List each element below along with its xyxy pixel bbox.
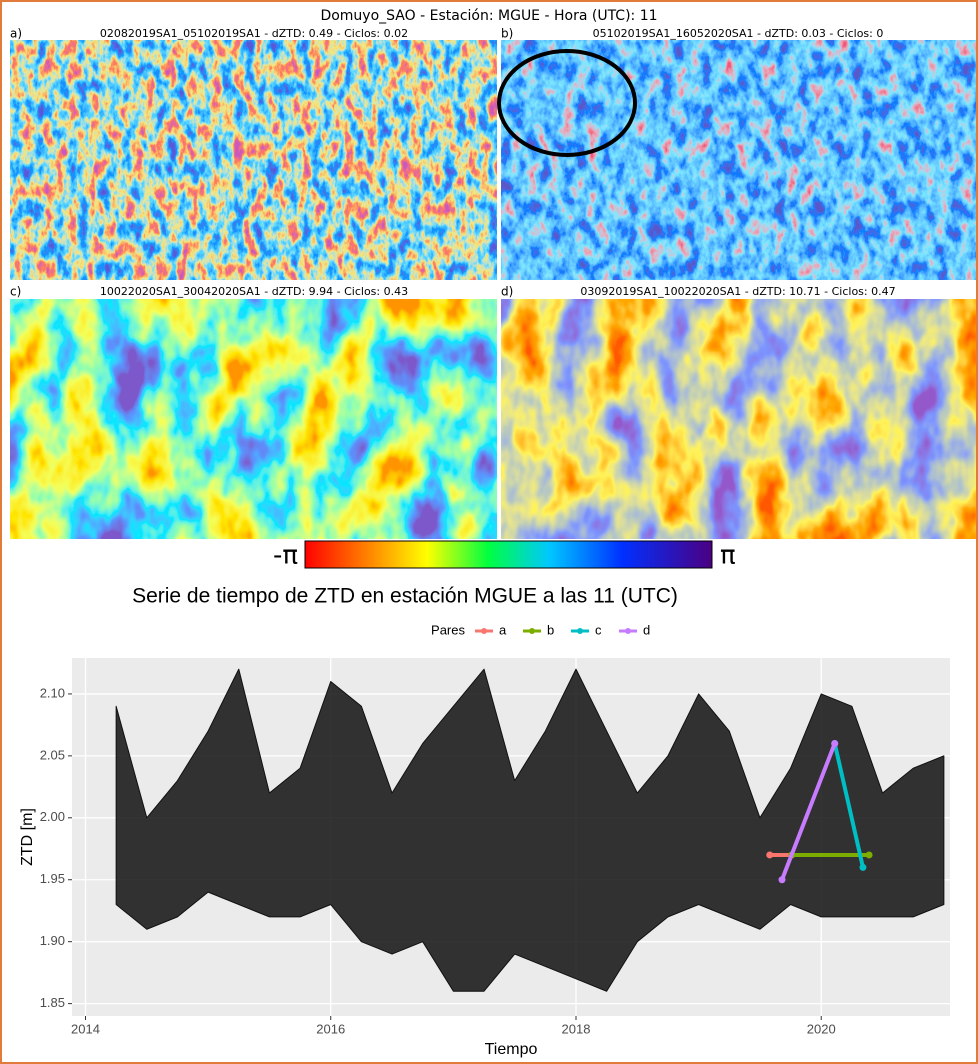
legend-label: d: [643, 622, 650, 637]
interferogram-a: [10, 40, 497, 280]
legend-key-dot: [529, 628, 535, 634]
panel-subtitle: 05102019SA1_16052020SA1 - dZTD: 0.03 - C…: [593, 27, 884, 40]
pair-point: [778, 876, 786, 884]
y-tick-label: 2.05: [40, 747, 65, 762]
colorbar: [304, 540, 713, 569]
legend-key-dot: [577, 628, 583, 634]
pair-point: [859, 863, 867, 871]
ztd-cloud: [115, 668, 945, 992]
panel-label: d): [501, 285, 513, 299]
interferogram-c: [10, 299, 497, 539]
x-tick-label: 2020: [807, 1021, 836, 1036]
legend-key-dot: [481, 628, 487, 634]
interferogram-b: [501, 40, 976, 280]
x-tick-label: 2014: [71, 1021, 100, 1036]
panel-subtitle: 03092019SA1_10022020SA1 - dZTD: 10.71 - …: [580, 285, 895, 298]
x-tick-label: 2016: [316, 1021, 345, 1036]
chart-title: Serie de tiempo de ZTD en estación MGUE …: [132, 585, 678, 608]
y-tick-label: 2.00: [40, 809, 65, 824]
panel-subtitle: 02082019SA1_05102019SA1 - dZTD: 0.49 - C…: [100, 27, 408, 40]
colorbar-max: π: [720, 541, 736, 571]
legend-title: Pares: [431, 622, 465, 637]
legend-label: b: [547, 622, 554, 637]
y-tick-label: 1.85: [40, 995, 65, 1010]
colorbar-min: -π: [273, 541, 298, 571]
legend-label: a: [499, 622, 507, 637]
legend-label: c: [595, 622, 602, 637]
figure-title: Domuyo_SAO - Estación: MGUE - Hora (UTC)…: [320, 8, 657, 24]
panel-label: c): [10, 285, 21, 299]
pair-point: [865, 851, 873, 859]
y-tick-label: 1.90: [40, 933, 65, 948]
x-tick-label: 2018: [562, 1021, 591, 1036]
interferogram-d: [501, 299, 976, 539]
highlight-circle: [497, 49, 637, 157]
legend-key-dot: [625, 628, 631, 634]
pair-line: [780, 742, 837, 881]
y-tick-label: 1.95: [40, 871, 65, 886]
panel-label: b): [501, 27, 513, 41]
pair-line: [832, 743, 865, 868]
panel-label: a): [10, 27, 22, 41]
y-axis-label: ZTD [m]: [19, 808, 36, 866]
pair-point: [831, 739, 839, 747]
y-tick-label: 2.10: [40, 685, 65, 700]
panel-subtitle: 10022020SA1_30042020SA1 - dZTD: 9.94 - C…: [100, 285, 408, 298]
pair-point: [766, 851, 774, 859]
x-axis-label: Tiempo: [485, 1041, 538, 1058]
